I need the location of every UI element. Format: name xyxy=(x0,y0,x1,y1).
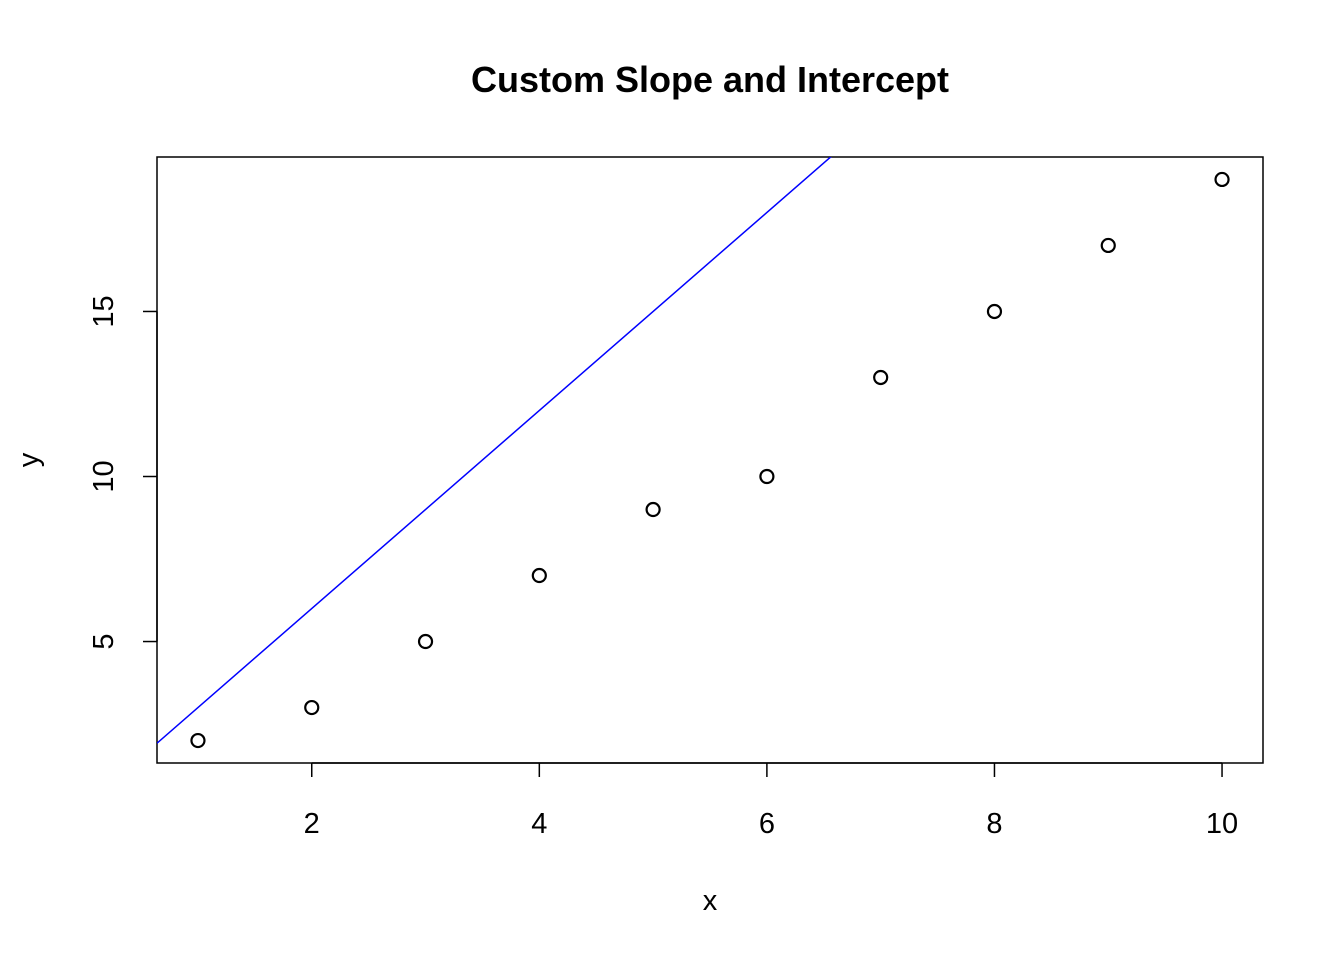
chart-title: Custom Slope and Intercept xyxy=(471,59,949,100)
scatter-point xyxy=(417,633,434,650)
scatter-point xyxy=(1100,237,1116,254)
y-axis: 5 10 15 xyxy=(88,295,158,650)
scatter-point xyxy=(304,699,320,716)
x-tick-label: 10 xyxy=(1206,808,1238,840)
y-axis-label: y xyxy=(13,452,45,467)
scatter-point xyxy=(1214,171,1230,188)
x-axis-label: x xyxy=(703,885,718,917)
scatter-points xyxy=(190,171,1230,749)
y-tick-label: 10 xyxy=(88,460,120,492)
x-tick-label: 8 xyxy=(986,808,1002,840)
scatter-point xyxy=(531,567,547,584)
scatter-point xyxy=(645,501,661,518)
scatter-point xyxy=(986,303,1003,320)
scatter-point xyxy=(759,468,775,485)
scatter-point xyxy=(873,369,889,386)
x-tick-label: 6 xyxy=(759,808,775,840)
x-tick-label: 4 xyxy=(531,808,547,840)
plot-frame xyxy=(156,156,1264,764)
x-axis: 2 4 6 8 10 xyxy=(304,762,1238,840)
abline xyxy=(157,157,832,744)
x-tick-label: 2 xyxy=(304,808,320,840)
scatter-point xyxy=(190,732,206,749)
abline-layer xyxy=(157,157,832,744)
y-tick-label: 5 xyxy=(88,633,120,649)
y-tick-label: 15 xyxy=(88,295,120,327)
